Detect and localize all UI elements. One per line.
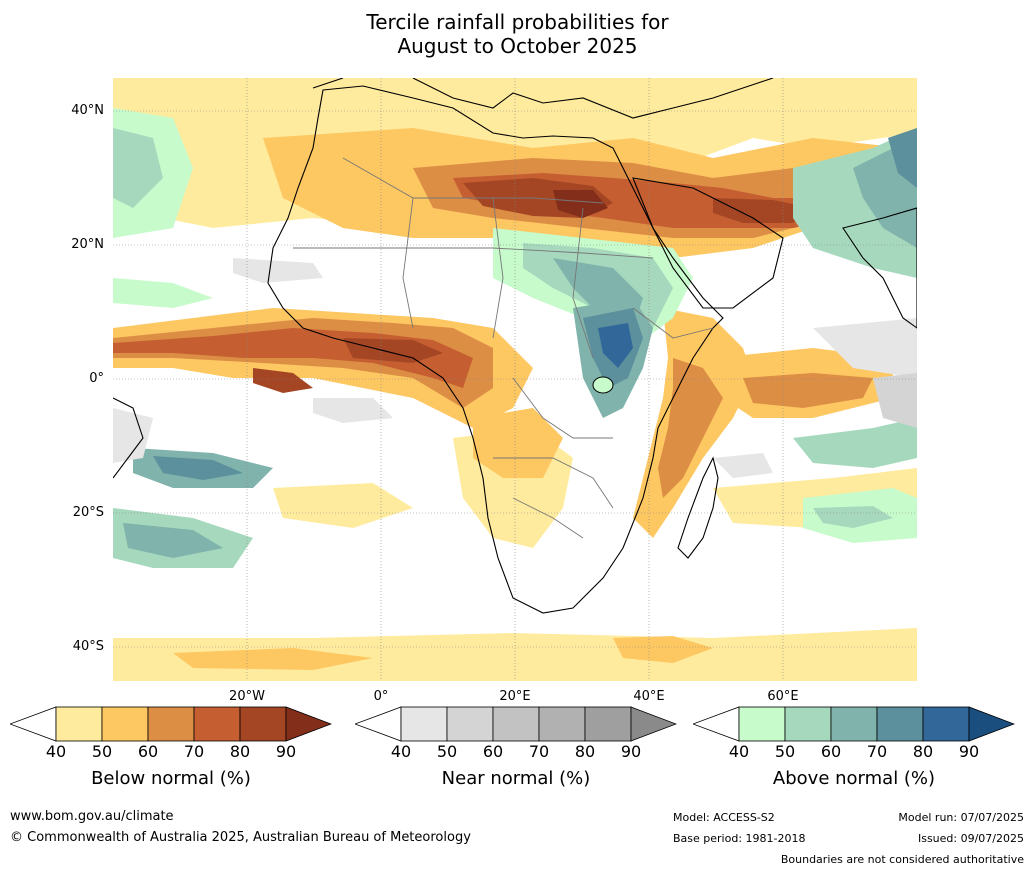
madagascar-outline <box>677 456 719 559</box>
near-normal-lower-extend <box>355 706 402 742</box>
lat-label-20n: 20°N <box>71 237 104 252</box>
lon-label-20w: 20°W <box>229 689 265 704</box>
country-borders <box>293 157 714 539</box>
map-title-line1: Tercile rainfall probabilities for <box>366 10 669 34</box>
above-normal-tick-label: 70 <box>866 742 888 761</box>
near-normal-tick-label: 80 <box>574 742 596 761</box>
below-normal-lower-extend <box>10 706 57 742</box>
above-normal-tick-label: 90 <box>958 742 980 761</box>
near-normal-upper-extend <box>630 706 677 742</box>
above-normal-swatch-40 <box>738 706 786 742</box>
above-normal-tick-label: 60 <box>820 742 842 761</box>
footer-issued: Issued: 09/07/2025 <box>917 832 1024 845</box>
rainfall-probability-map <box>113 78 917 681</box>
near-normal-swatch-60 <box>492 706 540 742</box>
below-normal-tick-label: 60 <box>137 742 159 761</box>
below-normal-colorbar <box>10 706 332 742</box>
near-normal-tick-label: 70 <box>528 742 550 761</box>
above-normal-tick-label: 50 <box>774 742 796 761</box>
above-normal-tick-label: 80 <box>912 742 934 761</box>
above-normal-swatch-70 <box>876 706 924 742</box>
footer-disclaimer: Boundaries are not considered authoritat… <box>780 853 1024 866</box>
below-normal-upper-extend <box>285 706 332 742</box>
near-normal-swatch-40 <box>400 706 448 742</box>
above-normal-swatch-60 <box>830 706 878 742</box>
below-normal-tick-label: 50 <box>91 742 113 761</box>
above-normal-lower-extend <box>693 706 740 742</box>
map-title-line2: August to October 2025 <box>397 34 638 58</box>
below-normal-swatch-70 <box>193 706 241 742</box>
arabia-outline <box>632 177 784 309</box>
near-normal-swatch-70 <box>538 706 586 742</box>
below-normal-tick-label: 70 <box>183 742 205 761</box>
below-normal-tick-label: 80 <box>229 742 251 761</box>
lon-label-40e: 40°E <box>633 689 665 704</box>
lon-label-0: 0° <box>373 689 389 704</box>
footer-copyright: © Commonwealth of Australia 2025, Austra… <box>10 830 471 845</box>
footer-base-period: Base period: 1981-2018 <box>673 832 806 845</box>
below-normal-swatch-80 <box>239 706 287 742</box>
lat-label-40s: 40°S <box>72 639 104 654</box>
below-normal-swatch-50 <box>101 706 149 742</box>
footer-model-run: Model run: 07/07/2025 <box>898 811 1024 824</box>
below-normal-title: Below normal (%) <box>91 768 251 789</box>
europe-coastline <box>312 78 774 119</box>
lon-label-60e: 60°E <box>767 689 799 704</box>
india-outline <box>842 207 917 329</box>
near-normal-tick-label: 40 <box>390 742 412 761</box>
below-normal-swatch-60 <box>147 706 195 742</box>
near-normal-colorbar <box>355 706 677 742</box>
above-normal-regions <box>113 108 917 568</box>
footer-url[interactable]: www.bom.gov.au/climate <box>10 809 174 824</box>
below-normal-swatch-40 <box>55 706 103 742</box>
near-normal-tick-label: 50 <box>436 742 458 761</box>
lat-label-40n: 40°N <box>71 103 104 118</box>
above-normal-swatch-80 <box>922 706 970 742</box>
near-normal-tick-label: 90 <box>620 742 642 761</box>
near-normal-swatch-50 <box>446 706 494 742</box>
footer-model: Model: ACCESS-S2 <box>673 811 775 824</box>
below-normal-tick-label: 40 <box>45 742 67 761</box>
lake-victoria <box>592 376 614 394</box>
near-normal-regions <box>113 258 917 478</box>
above-normal-swatch-50 <box>784 706 832 742</box>
near-normal-title: Near normal (%) <box>441 768 591 789</box>
above-normal-colorbar <box>693 706 1015 742</box>
above-normal-tick-label: 40 <box>728 742 750 761</box>
graticule <box>113 78 917 681</box>
lon-label-20e: 20°E <box>499 689 531 704</box>
above-normal-title: Above normal (%) <box>772 768 936 789</box>
south-america-coastline <box>113 397 144 479</box>
lat-label-0: 0° <box>89 371 104 386</box>
below-normal-tick-label: 90 <box>275 742 297 761</box>
lat-label-20s: 20°S <box>72 505 104 520</box>
above-normal-upper-extend <box>968 706 1015 742</box>
africa-coastline <box>267 85 724 614</box>
near-normal-swatch-80 <box>584 706 632 742</box>
near-normal-tick-label: 60 <box>482 742 504 761</box>
